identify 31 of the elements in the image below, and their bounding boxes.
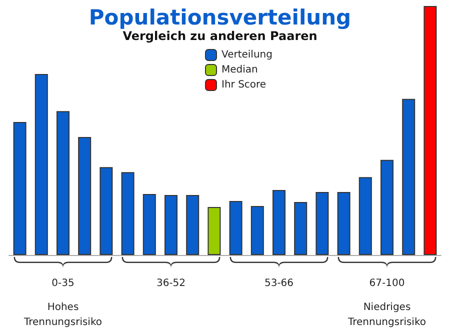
bar bbox=[358, 177, 372, 255]
bar bbox=[250, 206, 264, 255]
bar bbox=[186, 194, 200, 255]
bar bbox=[100, 167, 113, 255]
chart-title: Populationsverteilung bbox=[88, 6, 352, 30]
bar bbox=[34, 74, 48, 255]
bar bbox=[380, 160, 394, 255]
text: 0-35 bbox=[50, 277, 76, 291]
text: Hohes Trennungsrisiko bbox=[22, 301, 104, 329]
text: Vergleich zu anderen Paaren bbox=[122, 29, 318, 43]
bar bbox=[337, 192, 350, 255]
bar bbox=[402, 98, 416, 255]
legend-label: Verteilung bbox=[222, 50, 272, 60]
bar bbox=[316, 192, 329, 255]
text: 67-100 bbox=[368, 277, 406, 291]
bar bbox=[272, 190, 286, 255]
bar bbox=[142, 194, 156, 255]
bar bbox=[56, 111, 70, 255]
text: 36-52 bbox=[155, 277, 187, 291]
bar bbox=[229, 200, 242, 255]
text: Niedriges Trennungsrisiko bbox=[346, 301, 428, 329]
legend-label: Ihr Score bbox=[222, 80, 266, 90]
bar bbox=[121, 172, 134, 255]
bar bbox=[424, 6, 437, 255]
legend-label: Median bbox=[222, 64, 258, 76]
text: 53-66 bbox=[263, 277, 295, 291]
bar bbox=[13, 122, 26, 255]
bar bbox=[294, 202, 308, 255]
bar bbox=[208, 206, 221, 255]
bar bbox=[78, 136, 92, 255]
bar bbox=[164, 194, 178, 255]
